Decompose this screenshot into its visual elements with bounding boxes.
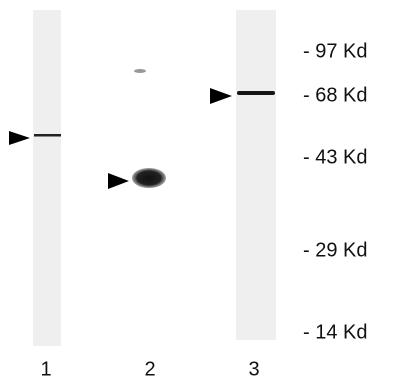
lane-label: 1 [40,358,51,380]
lane-strip [236,10,276,340]
marker-label: - 68 Kd [303,84,367,106]
marker-label: - 29 Kd [303,239,367,261]
marker-label: - 14 Kd [303,321,367,343]
arrow [108,173,129,189]
arrow [9,131,30,145]
band [237,91,275,95]
marker-label: - 97 Kd [303,40,367,62]
band [34,134,61,137]
arrow [210,88,232,104]
blot-figure: - 97 Kd - 68 Kd - 43 Kd - 29 Kd - 14 Kd … [0,0,395,380]
marker-label: - 43 Kd [303,146,367,168]
lane-strip [33,10,61,346]
lane-label: 2 [144,358,155,380]
smudge [134,69,146,73]
band [132,168,166,188]
lane-label: 3 [248,358,259,380]
